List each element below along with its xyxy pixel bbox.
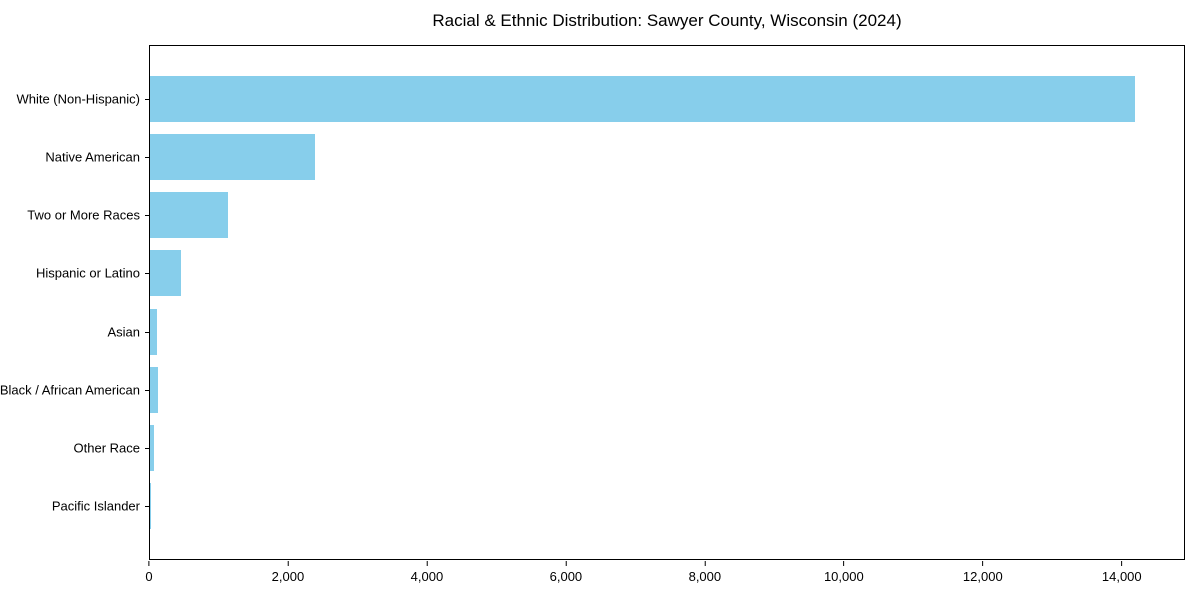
x-tick: 8,000 xyxy=(688,561,722,584)
y-tick-mark xyxy=(145,331,150,333)
x-tick-mark xyxy=(565,561,567,566)
bar-row: Pacific Islander xyxy=(52,477,1184,535)
x-tick: 4,000 xyxy=(410,561,444,584)
x-tick-label: 8,000 xyxy=(688,569,722,584)
bar-rows: White (Non-Hispanic) Native American Two o… xyxy=(0,46,1184,559)
bar-white-non-hispanic xyxy=(150,76,1135,123)
category-label: Hispanic or Latino xyxy=(35,265,140,281)
chart-title: Racial & Ethnic Distribution: Sawyer Cou… xyxy=(432,11,902,30)
bar-native-american xyxy=(150,134,316,181)
y-tick-mark xyxy=(145,273,150,275)
x-tick-mark xyxy=(148,561,150,566)
x-tick-label: 14,000 xyxy=(1101,569,1142,584)
x-tick: 0 xyxy=(145,561,153,584)
bar-row: White (Non-Hispanic) xyxy=(16,70,1184,128)
x-tick: 6,000 xyxy=(549,561,583,584)
category-label: White (Non-Hispanic) xyxy=(16,91,140,107)
category-label: Native American xyxy=(45,149,140,165)
category-label: Other Race xyxy=(73,440,140,456)
x-tick-label: 2,000 xyxy=(271,569,305,584)
x-tick-mark xyxy=(843,561,845,566)
bar-row: Other Race xyxy=(74,419,1184,477)
y-tick-mark xyxy=(145,99,150,101)
bar-other-race xyxy=(150,424,154,471)
x-tick: 12,000 xyxy=(963,561,1003,584)
x-tick: 10,000 xyxy=(824,561,864,584)
x-tick-mark xyxy=(287,561,289,566)
bar-hispanic-or-latino xyxy=(150,250,181,297)
bar-black-african-american xyxy=(150,366,159,413)
y-tick-mark xyxy=(145,157,150,159)
x-tick: 14,000 xyxy=(1102,561,1142,584)
x-tick: 2,000 xyxy=(271,561,305,584)
x-tick-label: 10,000 xyxy=(823,569,864,584)
bar-two-or-more-races xyxy=(150,192,229,239)
bar-asian xyxy=(150,308,158,355)
bar-row: Native American xyxy=(45,128,1184,186)
x-tick-label: 12,000 xyxy=(962,569,1003,584)
x-tick-label: 4,000 xyxy=(410,569,444,584)
y-tick-mark xyxy=(145,505,150,507)
plot-area: White (Non-Hispanic) Native American Two o… xyxy=(0,45,1185,560)
x-tick-label: 0 xyxy=(145,569,153,584)
x-tick-label: 6,000 xyxy=(549,569,583,584)
bar-row: Hispanic or Latino xyxy=(36,244,1184,302)
y-tick-mark xyxy=(145,389,150,391)
category-label: Pacific Islander xyxy=(51,498,140,514)
bar-row: Asian xyxy=(107,303,1184,361)
bar-row: Black / African American xyxy=(0,361,1184,419)
y-tick-mark xyxy=(145,447,150,449)
category-label: Asian xyxy=(107,324,140,340)
category-label: Two or More Races xyxy=(27,207,140,223)
x-axis: 0 2,000 4,000 6,000 8,000 10,000 12,000 14,000 xyxy=(145,561,1185,591)
x-tick-mark xyxy=(1121,561,1123,566)
category-label: Black / African American xyxy=(0,382,140,398)
x-tick-mark xyxy=(982,561,984,566)
x-tick-mark xyxy=(426,561,428,566)
bar-row: Two or More Races xyxy=(27,186,1184,244)
y-tick-mark xyxy=(145,215,150,217)
x-tick-mark xyxy=(704,561,706,566)
